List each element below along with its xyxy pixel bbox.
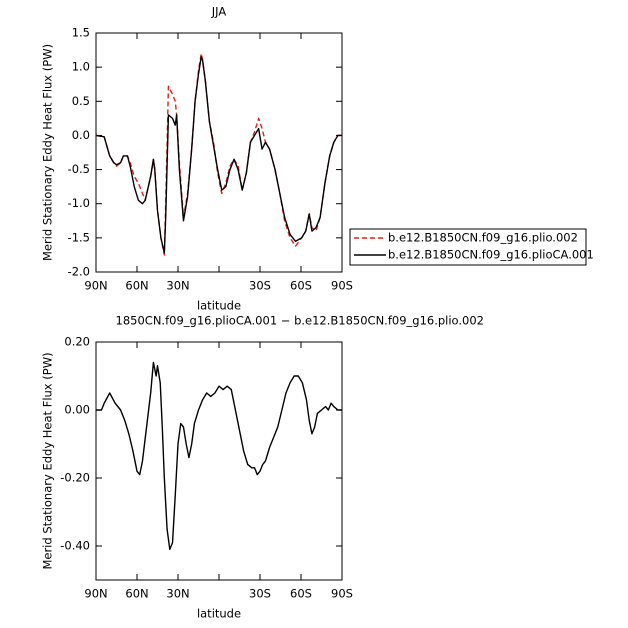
y-tick-label: 0.20 [64,335,90,349]
chart-title: JJA [211,5,227,19]
x-tick-label: 30N [166,279,189,293]
y-tick-label: -1.5 [68,230,90,244]
y-tick-label: 1.5 [72,26,90,40]
y-tick-label: -0.20 [60,471,90,485]
y-tick-label: -1.0 [68,196,90,210]
plot-frame [95,341,343,581]
data-line [96,361,342,551]
chart-title: 1850CN.f09_g16.plioCA.001 − b.e12.B1850C… [116,314,484,328]
y-tick-label: 1.0 [72,60,90,74]
y-tick-label: -0.40 [60,539,90,553]
x-tick-label: 90S [331,587,353,601]
x-tick-label: 30N [166,587,189,601]
x-tick-label: 30S [249,587,271,601]
y-tick-label: 0.00 [64,403,90,417]
y-axis-label: Merid Stationary Eddy Heat Flux (PW) [41,352,55,569]
x-axis-label: latitude [197,299,241,313]
y-axis-label: Merid Stationary Eddy Heat Flux (PW) [41,44,55,261]
y-tick-label: 0.5 [72,94,90,108]
legend-label: b.e12.B1850CN.f09_g16.plioCA.001 [388,248,594,262]
y-tick-label: -0.5 [68,162,90,176]
x-tick-label: 60S [290,279,312,293]
y-tick-label: 0.0 [72,128,90,142]
x-tick-label: 30S [249,279,271,293]
x-tick-label: 60S [290,587,312,601]
data-line [95,52,342,256]
legend-box [349,228,587,266]
y-tick-label: -2.0 [68,265,90,279]
x-axis-label: latitude [197,607,241,621]
x-tick-label: 60N [125,279,148,293]
x-tick-label: 90N [84,279,107,293]
plot-frame [95,32,343,273]
x-tick-label: 90N [84,587,107,601]
legend-label: b.e12.B1850CN.f09_g16.plio.002 [388,231,578,245]
x-tick-label: 60N [125,587,148,601]
data-line [95,56,342,254]
x-tick-label: 90S [331,279,353,293]
